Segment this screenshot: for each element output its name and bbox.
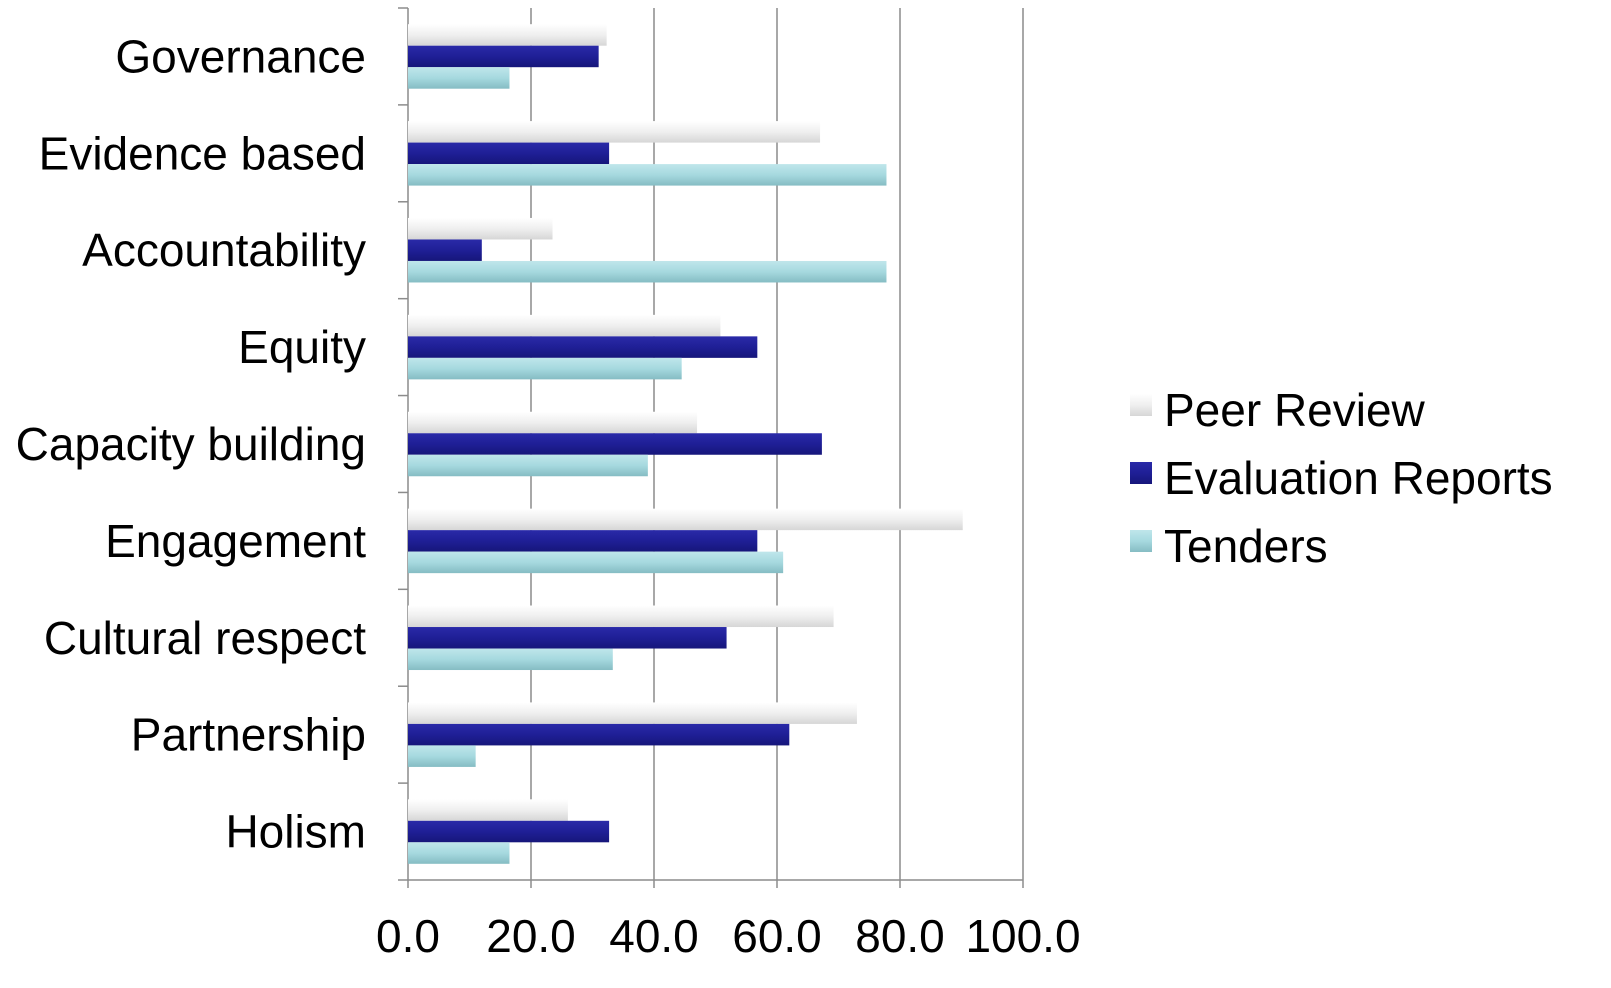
- bar-tenders: [408, 648, 613, 671]
- legend-swatch: [1130, 394, 1152, 416]
- bar-peer-review: [408, 799, 568, 821]
- legend: Peer Review Evaluation Reports Tenders: [1130, 384, 1553, 572]
- x-tick-label: 20.0: [486, 910, 576, 962]
- legend-label: Peer Review: [1164, 384, 1426, 436]
- bar-tenders: [408, 551, 784, 574]
- category-label: Partnership: [131, 709, 366, 761]
- bar-peer-review: [408, 217, 553, 240]
- bar-peer-review: [408, 411, 698, 434]
- bar-tenders: [408, 164, 887, 186]
- bar-tenders: [408, 745, 476, 767]
- bar-evaluation-reports: [408, 239, 482, 261]
- category-label: Evidence based: [39, 127, 366, 179]
- bar-evaluation-reports: [408, 627, 727, 649]
- bar-evaluation-reports: [408, 433, 822, 455]
- bar-evaluation-reports: [408, 723, 790, 746]
- bar-peer-review: [408, 121, 821, 143]
- bar-evaluation-reports: [408, 45, 599, 68]
- bar-evaluation-reports: [408, 336, 758, 358]
- category-label: Equity: [238, 321, 366, 373]
- bar-tenders: [408, 454, 648, 477]
- bar-tenders: [408, 842, 510, 864]
- bar-peer-review: [408, 508, 963, 531]
- x-tick-label: 80.0: [855, 910, 945, 962]
- bar-peer-review: [408, 702, 857, 724]
- category-label: Capacity building: [16, 418, 366, 470]
- bar-evaluation-reports: [408, 142, 610, 165]
- x-tick-label: 100.0: [965, 910, 1080, 962]
- legend-swatch: [1130, 462, 1152, 484]
- bar-peer-review: [408, 314, 721, 337]
- bar-peer-review: [408, 605, 834, 628]
- bar-tenders: [408, 67, 510, 89]
- category-label: Engagement: [105, 515, 366, 567]
- x-tick-label: 40.0: [609, 910, 699, 962]
- legend-swatch: [1130, 530, 1152, 552]
- bar-evaluation-reports: [408, 820, 610, 843]
- legend-label: Evaluation Reports: [1164, 452, 1553, 504]
- bar-peer-review: [408, 24, 607, 46]
- x-tick-label: 60.0: [732, 910, 822, 962]
- bar-evaluation-reports: [408, 530, 758, 552]
- legend-label: Tenders: [1164, 520, 1328, 572]
- category-label: Governance: [115, 30, 366, 82]
- category-label: Cultural respect: [44, 612, 366, 664]
- bar-tenders: [408, 260, 887, 283]
- x-tick-label: 0.0: [376, 910, 440, 962]
- category-label: Accountability: [82, 224, 366, 276]
- bar-tenders: [408, 357, 682, 380]
- category-label: Holism: [225, 806, 366, 858]
